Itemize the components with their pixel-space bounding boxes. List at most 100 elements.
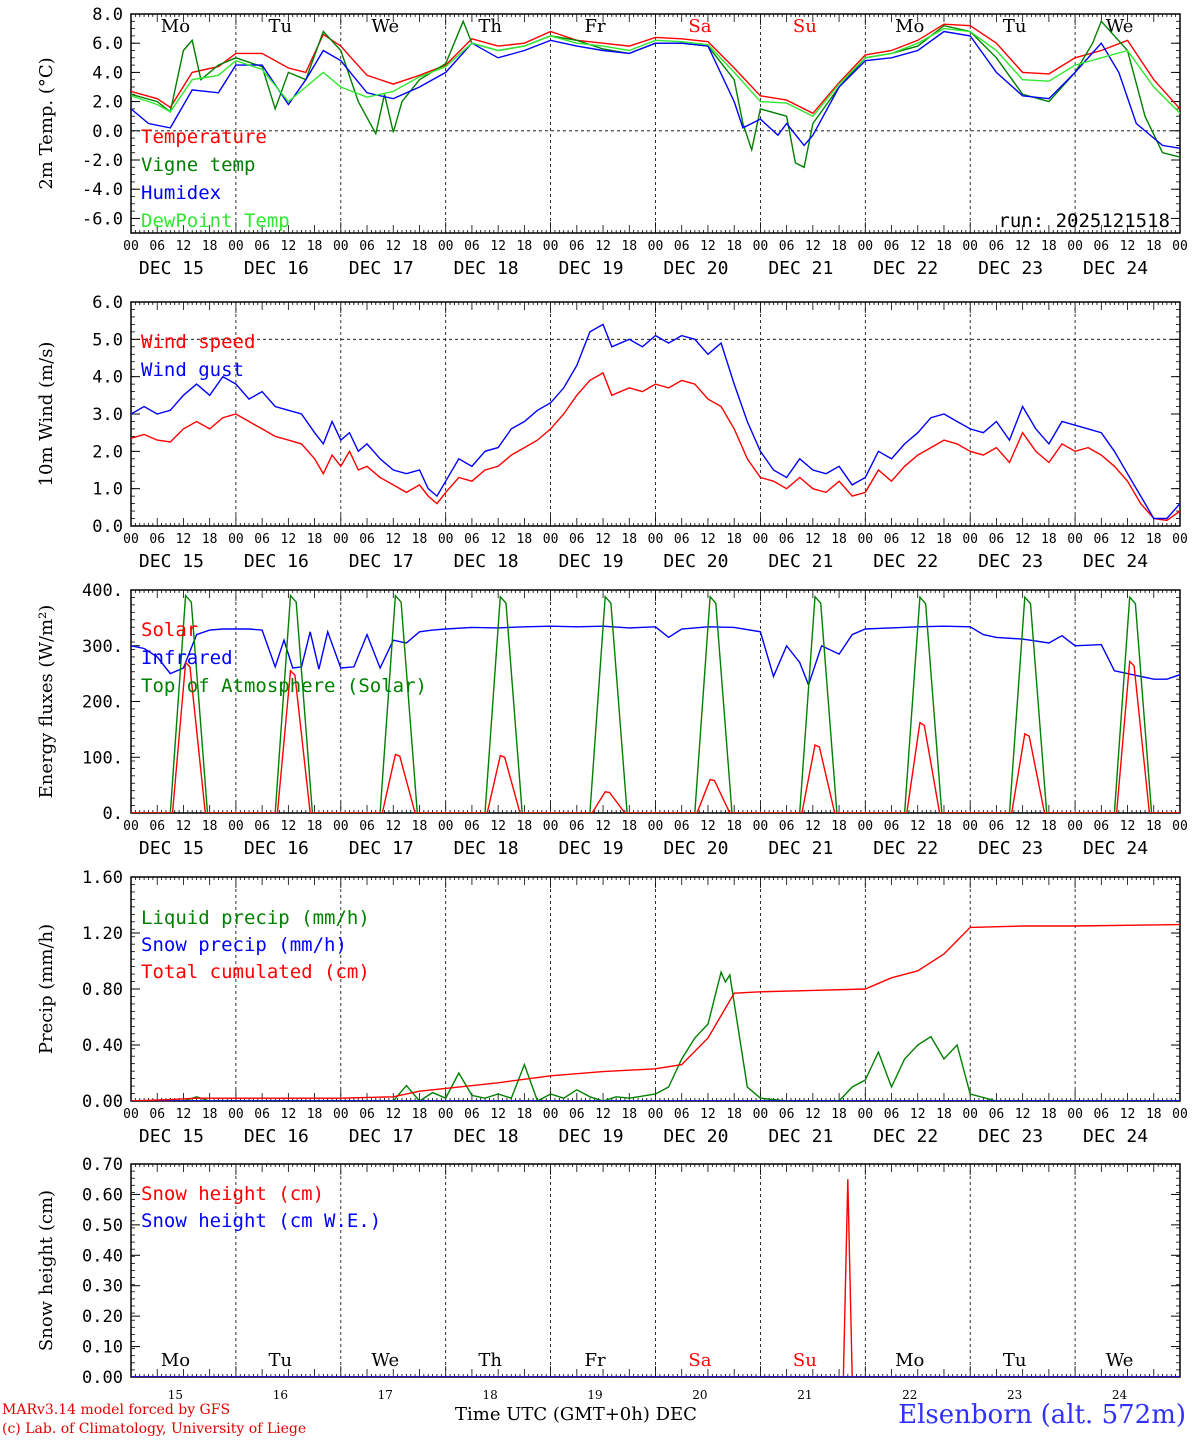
x-hour-label: 12 (385, 239, 401, 254)
x-hour-label: 00 (438, 1107, 454, 1122)
x-hour-label: 12 (595, 1107, 611, 1122)
x-hour-label: 00 (1172, 1107, 1188, 1122)
x-hour-label: 12 (805, 1107, 821, 1122)
x-hour-label: 12 (1120, 1107, 1136, 1122)
y-tick-label: -4.0 (82, 180, 123, 200)
x-hour-label: 18 (831, 819, 847, 834)
x-hour-label: 06 (464, 819, 480, 834)
y-tick-label: 0.70 (82, 1155, 123, 1175)
legend-label: Vigne temp (141, 154, 255, 176)
y-tick-label: 2.0 (92, 442, 123, 462)
x-hour-label: 00 (333, 239, 349, 254)
x-hour-label: 00 (1067, 532, 1083, 547)
x-day-number: 21 (797, 1388, 812, 1402)
x-hour-label: 12 (700, 1107, 716, 1122)
x-hour-label: 12 (595, 532, 611, 547)
x-hour-label: 06 (779, 239, 795, 254)
x-hour-label: 12 (1120, 532, 1136, 547)
x-hour-label: 06 (254, 532, 270, 547)
legend-label: Solar (141, 619, 198, 641)
x-hour-label: 12 (805, 532, 821, 547)
y-tick-label: 8.0 (92, 5, 123, 25)
x-hour-label: 18 (1041, 819, 1057, 834)
x-hour-label: 12 (1015, 819, 1031, 834)
y-tick-label: 0.00 (82, 1368, 123, 1388)
x-date-label: DEC 17 (349, 838, 414, 859)
x-hour-label: 00 (753, 239, 769, 254)
weekday-label: Fr (585, 1350, 606, 1371)
y-tick-label: 1.60 (82, 868, 123, 888)
x-hour-label: 18 (517, 532, 533, 547)
weekday-label: We (1106, 1350, 1134, 1371)
x-date-label: DEC 23 (978, 1126, 1043, 1147)
x-hour-label: 00 (123, 532, 139, 547)
y-tick-label: 0.0 (92, 517, 123, 537)
weekday-label: Tu (269, 16, 293, 37)
x-hour-label: 18 (307, 1107, 323, 1122)
x-hour-label: 06 (989, 239, 1005, 254)
x-day-number: 17 (378, 1388, 393, 1402)
weekday-label: Mo (161, 16, 190, 37)
x-hour-label: 18 (307, 239, 323, 254)
legend-label: Snow height (cm) (141, 1183, 324, 1205)
x-hour-label: 00 (333, 532, 349, 547)
credit-model: MARv3.14 model forced by GFS (2, 1402, 231, 1418)
x-hour-label: 06 (359, 1107, 375, 1122)
x-hour-label: 00 (1067, 1107, 1083, 1122)
weekday-label: Sa (688, 1350, 711, 1371)
x-hour-label: 18 (517, 239, 533, 254)
y-tick-label: 1.20 (82, 924, 123, 944)
x-hour-label: 06 (779, 532, 795, 547)
y-tick-label: 6.0 (92, 34, 123, 54)
x-hour-label: 06 (674, 239, 690, 254)
weekday-label: Th (478, 16, 502, 37)
x-hour-label: 12 (910, 532, 926, 547)
run-label: run: 2025121518 (998, 210, 1170, 232)
x-hour-label: 18 (831, 532, 847, 547)
y-axis-title: 2m Temp. (°C) (36, 57, 57, 189)
weekday-label: Mo (161, 1350, 190, 1371)
x-hour-label: 12 (176, 239, 192, 254)
x-hour-label: 18 (1146, 819, 1162, 834)
x-hour-label: 18 (307, 819, 323, 834)
station-name: Elsenborn (alt. 572m) (898, 1400, 1186, 1430)
x-date-label: DEC 19 (559, 258, 624, 279)
y-tick-label: 0.50 (82, 1216, 123, 1236)
y-tick-label: -2.0 (82, 151, 123, 171)
x-date-label: DEC 23 (978, 838, 1043, 859)
x-date-label: DEC 23 (978, 258, 1043, 279)
x-hour-label: 00 (543, 532, 559, 547)
x-hour-label: 06 (884, 819, 900, 834)
x-date-label: DEC 18 (454, 1126, 519, 1147)
y-tick-label: 0.40 (82, 1246, 123, 1266)
x-hour-label: 18 (621, 1107, 637, 1122)
x-hour-label: 12 (700, 532, 716, 547)
x-hour-label: 06 (359, 819, 375, 834)
x-hour-label: 00 (438, 532, 454, 547)
weekday-label: We (371, 1350, 399, 1371)
x-hour-label: 12 (700, 819, 716, 834)
x-hour-label: 06 (359, 239, 375, 254)
x-date-label: DEC 22 (873, 1126, 938, 1147)
panel-temp: 8.0 6.0 4.0 2.0 0.0 -2.0 -4.0 -6.0 2m Temp. (°C)… (36, 5, 1188, 279)
y-tick-label: 0.80 (82, 980, 123, 1000)
x-date-label: DEC 17 (349, 1126, 414, 1147)
x-hour-label: 00 (123, 239, 139, 254)
x-hour-label: 06 (1093, 532, 1109, 547)
series-line-vigne-temp (131, 19, 1180, 169)
x-hour-label: 00 (543, 1107, 559, 1122)
x-date-label: DEC 16 (244, 258, 309, 279)
x-hour-label: 00 (228, 1107, 244, 1122)
series-line-wind-gust (131, 323, 1180, 520)
x-hour-label: 18 (1041, 532, 1057, 547)
x-hour-label: 00 (962, 819, 978, 834)
x-date-label: DEC 22 (873, 838, 938, 859)
x-date-label: DEC 16 (244, 838, 309, 859)
x-hour-label: 12 (595, 819, 611, 834)
x-date-label: DEC 16 (244, 1126, 309, 1147)
x-hour-label: 06 (149, 532, 165, 547)
x-day-number: 16 (273, 1388, 288, 1402)
x-hour-label: 00 (648, 1107, 664, 1122)
x-hour-label: 18 (202, 239, 218, 254)
x-hour-label: 18 (726, 239, 742, 254)
